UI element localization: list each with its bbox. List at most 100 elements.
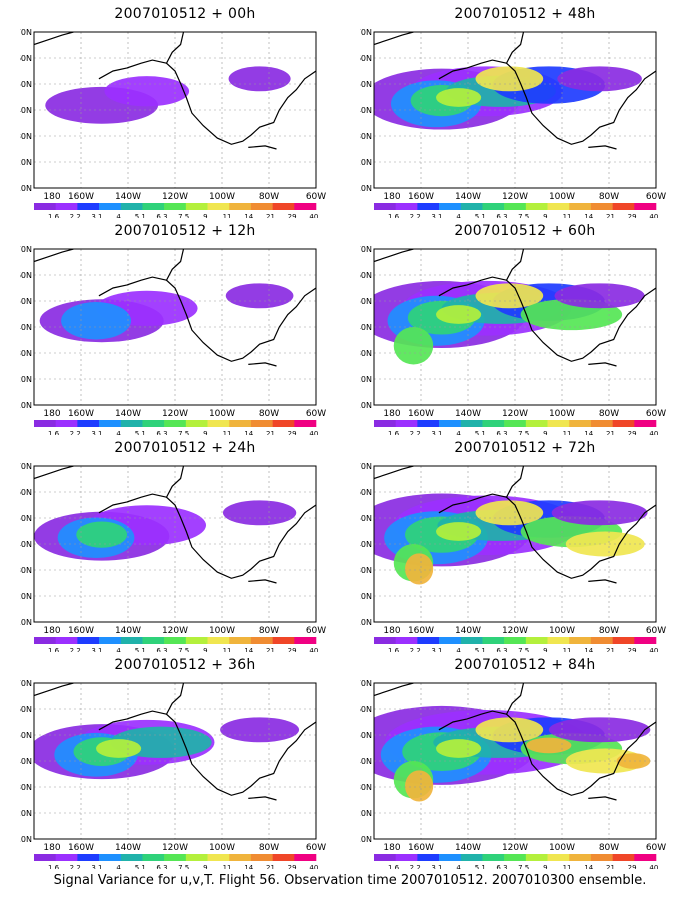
colorbar-label: 1.6 xyxy=(48,864,60,869)
lat-label: 20N xyxy=(20,809,32,818)
colorbar-swatch xyxy=(417,420,440,427)
colorbar-swatch xyxy=(142,203,165,210)
map-plot: 70N 60N 50N 40N 30N 20N 10N 180 160W 140W 120W 100W… xyxy=(20,462,326,652)
colorbar-swatch xyxy=(395,637,418,644)
colorbar-label: 7.5 xyxy=(178,864,189,869)
colorbar-swatch xyxy=(207,854,230,861)
coastline xyxy=(374,466,414,480)
colorbar-swatch xyxy=(547,203,570,210)
colorbar-swatch xyxy=(229,637,252,644)
colorbar-swatch xyxy=(250,854,273,861)
colorbar-swatch xyxy=(460,420,483,427)
lat-label: 50N xyxy=(20,514,32,523)
lat-label: 20N xyxy=(360,592,372,601)
colorbar-label: 11 xyxy=(223,213,232,218)
colorbar-swatch xyxy=(272,637,295,644)
lat-label: 70N xyxy=(20,679,32,688)
lat-label: 30N xyxy=(20,783,32,792)
variance-contour xyxy=(436,88,482,107)
coastline xyxy=(588,362,617,367)
lon-label: 160W xyxy=(408,409,434,419)
colorbar-swatch xyxy=(547,854,570,861)
lat-label: 60N xyxy=(20,488,32,497)
colorbar-swatch xyxy=(374,854,396,861)
coastline xyxy=(374,683,414,697)
colorbar-swatch xyxy=(374,420,396,427)
colorbar-label: 40 xyxy=(309,213,318,218)
lon-label: 80W xyxy=(599,192,619,202)
colorbar-swatch xyxy=(634,854,657,861)
colorbar-label: 21 xyxy=(606,213,615,218)
colorbar-label: 29 xyxy=(288,213,297,218)
lat-label: 60N xyxy=(20,271,32,280)
map-plot: 70N 60N 50N 40N 30N 20N 10N 180 160W 140W 120W 100W… xyxy=(360,679,666,869)
colorbar-label: 3.1 xyxy=(431,864,442,869)
map-panel: 2007010512 + 12h 70N 60N 50N 40N 30N 20N 10N 180… xyxy=(20,223,350,439)
colorbar-label: 4 xyxy=(116,647,121,652)
lon-label: 60W xyxy=(646,843,666,853)
lat-label: 30N xyxy=(360,132,372,141)
colorbar-swatch xyxy=(185,637,208,644)
lon-label: 100W xyxy=(209,843,235,853)
lat-label: 30N xyxy=(360,783,372,792)
colorbar-label: 2.2 xyxy=(410,213,421,218)
colorbar-label: 1.6 xyxy=(388,864,400,869)
map-panel-grid: 2007010512 + 00h 70N 60N 50N 40N 30N 20N 10N 180… xyxy=(20,6,690,869)
lat-label: 60N xyxy=(360,271,372,280)
lon-label: 160W xyxy=(68,843,94,853)
colorbar-label: 3.1 xyxy=(91,647,102,652)
colorbar-swatch xyxy=(185,203,208,210)
colorbar-swatch xyxy=(272,854,295,861)
colorbar-swatch xyxy=(482,854,505,861)
lat-label: 20N xyxy=(360,158,372,167)
colorbar-label: 2.2 xyxy=(410,430,421,435)
lat-label: 60N xyxy=(360,705,372,714)
colorbar-swatch xyxy=(250,420,273,427)
lat-label: 50N xyxy=(360,731,372,740)
lon-label: 120W xyxy=(162,626,188,636)
colorbar-swatch xyxy=(250,203,273,210)
variance-contour xyxy=(96,739,142,758)
lon-label: 140W xyxy=(455,626,481,636)
lon-label: 180 xyxy=(383,626,400,636)
colorbar-label: 4 xyxy=(456,430,461,435)
colorbar-swatch xyxy=(569,420,592,427)
lon-label: 80W xyxy=(259,843,279,853)
lat-label: 70N xyxy=(20,245,32,254)
lon-label: 120W xyxy=(162,192,188,202)
colorbar-swatch xyxy=(482,420,505,427)
colorbar-label: 7.5 xyxy=(178,647,189,652)
map-panel: 2007010512 + 24h 70N 60N 50N 40N 30N 20N 10N 180… xyxy=(20,440,350,656)
lat-label: 50N xyxy=(360,80,372,89)
variance-contour xyxy=(616,753,651,769)
coastline xyxy=(438,59,507,80)
colorbar-label: 14 xyxy=(584,430,593,435)
colorbar-label: 40 xyxy=(649,864,658,869)
lon-label: 160W xyxy=(408,626,434,636)
colorbar-label: 3.1 xyxy=(91,213,102,218)
colorbar-swatch xyxy=(439,854,462,861)
coastline xyxy=(438,276,507,297)
colorbar-swatch xyxy=(547,420,570,427)
colorbar-label: 3.1 xyxy=(431,213,442,218)
plot-frame xyxy=(33,465,317,623)
colorbar-label: 29 xyxy=(628,864,637,869)
colorbar-swatch xyxy=(417,854,440,861)
lon-label: 100W xyxy=(209,409,235,419)
variance-contour xyxy=(557,66,642,92)
colorbar-label: 2.2 xyxy=(70,647,81,652)
lon-label: 80W xyxy=(599,626,619,636)
lat-label: 50N xyxy=(20,80,32,89)
colorbar-label: 14 xyxy=(244,647,253,652)
colorbar-swatch xyxy=(504,637,527,644)
colorbar-swatch xyxy=(439,420,462,427)
colorbar-label: 5.1 xyxy=(135,213,146,218)
colorbar-label: 4 xyxy=(116,213,121,218)
lon-label: 180 xyxy=(43,192,60,202)
coastline xyxy=(248,796,277,801)
map-panel: 2007010512 + 48h 70N 60N 50N 40N 30N 20N 10N 180… xyxy=(360,6,690,222)
colorbar-swatch xyxy=(120,203,143,210)
lon-label: 160W xyxy=(68,192,94,202)
lon-label: 120W xyxy=(502,192,528,202)
coastline xyxy=(588,145,617,150)
